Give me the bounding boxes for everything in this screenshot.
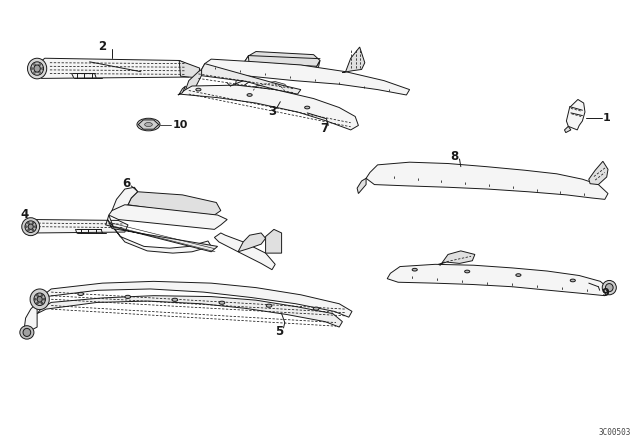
Polygon shape	[236, 56, 251, 86]
Polygon shape	[128, 192, 221, 215]
Polygon shape	[37, 296, 342, 327]
Text: 10: 10	[173, 120, 188, 129]
Ellipse shape	[44, 298, 45, 300]
Ellipse shape	[247, 94, 252, 96]
Ellipse shape	[34, 72, 36, 73]
Polygon shape	[566, 99, 585, 130]
Ellipse shape	[196, 88, 201, 91]
Polygon shape	[564, 126, 571, 133]
Ellipse shape	[219, 301, 225, 304]
Ellipse shape	[35, 226, 36, 228]
Polygon shape	[387, 264, 609, 296]
Ellipse shape	[31, 62, 44, 75]
Ellipse shape	[36, 294, 38, 296]
Ellipse shape	[20, 326, 34, 339]
Text: 4: 4	[20, 207, 29, 221]
Ellipse shape	[39, 64, 41, 65]
Ellipse shape	[22, 218, 40, 236]
Ellipse shape	[412, 268, 417, 271]
Ellipse shape	[32, 222, 34, 224]
Polygon shape	[202, 59, 410, 95]
Polygon shape	[357, 178, 366, 194]
Text: 7: 7	[321, 122, 328, 135]
Polygon shape	[24, 302, 37, 332]
Polygon shape	[438, 251, 475, 265]
Ellipse shape	[145, 122, 152, 127]
Ellipse shape	[41, 294, 43, 296]
Polygon shape	[179, 60, 200, 78]
Ellipse shape	[28, 229, 29, 231]
Polygon shape	[26, 220, 128, 233]
Polygon shape	[589, 161, 608, 185]
Polygon shape	[37, 281, 352, 317]
Text: 2: 2	[99, 39, 106, 53]
Ellipse shape	[34, 65, 40, 72]
Polygon shape	[366, 162, 608, 199]
Polygon shape	[109, 205, 227, 229]
Text: 3C00503: 3C00503	[598, 428, 630, 437]
Polygon shape	[108, 215, 211, 253]
Text: 5: 5	[276, 325, 284, 338]
Ellipse shape	[172, 298, 178, 302]
Ellipse shape	[41, 302, 43, 304]
Polygon shape	[266, 229, 282, 253]
Text: 3: 3	[269, 104, 276, 118]
Ellipse shape	[605, 284, 613, 292]
Ellipse shape	[35, 298, 36, 300]
Ellipse shape	[32, 229, 34, 231]
Ellipse shape	[28, 222, 29, 224]
Ellipse shape	[26, 226, 28, 228]
Polygon shape	[179, 85, 358, 130]
Ellipse shape	[36, 302, 38, 304]
Polygon shape	[214, 233, 275, 270]
Ellipse shape	[28, 58, 47, 79]
Polygon shape	[106, 220, 218, 252]
Polygon shape	[198, 64, 301, 94]
Polygon shape	[314, 60, 320, 72]
Polygon shape	[178, 86, 186, 95]
Ellipse shape	[125, 295, 131, 298]
Polygon shape	[236, 85, 293, 103]
Polygon shape	[186, 69, 202, 94]
Text: 8: 8	[451, 150, 458, 164]
Ellipse shape	[305, 106, 310, 109]
Ellipse shape	[39, 72, 41, 73]
Polygon shape	[244, 52, 320, 66]
Text: 1: 1	[603, 113, 611, 123]
Polygon shape	[342, 47, 365, 73]
Polygon shape	[238, 233, 266, 252]
Ellipse shape	[30, 289, 49, 310]
Ellipse shape	[41, 68, 44, 69]
Ellipse shape	[28, 224, 33, 229]
Polygon shape	[112, 187, 138, 217]
Polygon shape	[31, 58, 198, 78]
Ellipse shape	[25, 221, 36, 233]
Ellipse shape	[602, 280, 616, 295]
Ellipse shape	[78, 293, 83, 296]
Ellipse shape	[37, 297, 42, 302]
Ellipse shape	[516, 274, 521, 276]
Text: 6: 6	[123, 177, 131, 190]
Ellipse shape	[31, 68, 33, 69]
Ellipse shape	[266, 304, 272, 307]
Ellipse shape	[314, 307, 319, 310]
Ellipse shape	[570, 279, 575, 282]
Polygon shape	[250, 82, 289, 99]
Ellipse shape	[465, 270, 470, 273]
Ellipse shape	[23, 328, 31, 336]
Text: 9: 9	[602, 289, 609, 298]
Ellipse shape	[34, 293, 45, 306]
Ellipse shape	[34, 64, 36, 65]
Ellipse shape	[137, 118, 160, 131]
